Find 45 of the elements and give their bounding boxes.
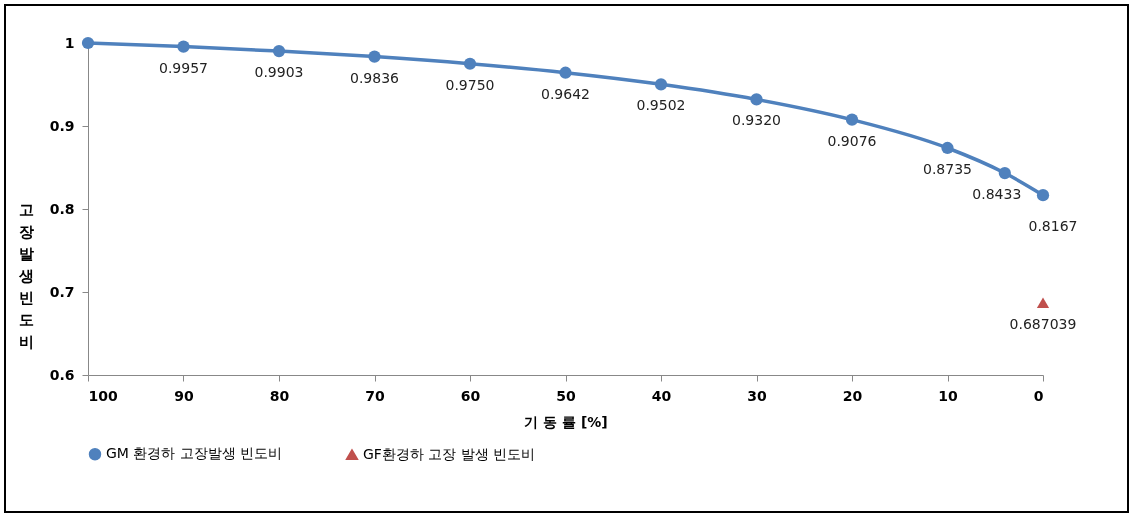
y-axis-title: 고장 발생 빈도비 xyxy=(18,200,34,351)
x-tick-label: 40 xyxy=(651,387,672,404)
point xyxy=(845,113,859,126)
x-axis-title: 기 동 률 [%] xyxy=(524,413,608,430)
x-tick-label: 10 xyxy=(938,387,958,404)
y-tick-label: 0.9 xyxy=(49,117,75,134)
point xyxy=(368,50,381,63)
x-tick-label: 100 xyxy=(88,387,118,404)
x-tick-label: 90 xyxy=(174,387,194,404)
legend-label: GM 환경하 고장발생 빈도비 xyxy=(106,445,283,462)
data-label: 0.9957 xyxy=(159,59,208,76)
point xyxy=(1036,189,1050,202)
data-label: 0.8433 xyxy=(972,186,1022,203)
y-tick-label: 1 xyxy=(64,34,75,51)
legend-label: GF환경하 고장 발생 빈도비 xyxy=(363,445,536,462)
x-tick-label: 50 xyxy=(556,387,576,404)
point xyxy=(272,44,286,58)
data-label: 0.8167 xyxy=(1028,218,1078,235)
point xyxy=(177,40,190,53)
point xyxy=(941,141,954,155)
data-label: 0.9836 xyxy=(350,69,400,86)
data-label: 0.9502 xyxy=(636,97,686,114)
point xyxy=(750,93,763,106)
y-tick-label: 0.6 xyxy=(49,366,75,383)
data-label: 0.687039 xyxy=(1009,315,1077,332)
point xyxy=(81,36,95,50)
x-tick-label: 80 xyxy=(269,387,290,404)
data-label: 0.9076 xyxy=(827,132,877,149)
point xyxy=(559,66,572,79)
x-tick-label: 20 xyxy=(842,387,863,404)
data-label: 0.9320 xyxy=(732,112,781,129)
point xyxy=(654,78,668,91)
point xyxy=(463,57,477,70)
x-tick-label: 70 xyxy=(365,387,385,404)
x-tick-label: 30 xyxy=(747,387,767,404)
data-label: 0.8735 xyxy=(923,160,972,177)
y-tick-label: 0.8 xyxy=(49,200,75,217)
x-tick-label: 60 xyxy=(460,387,481,404)
x-tick-label: 0 xyxy=(1033,387,1044,404)
y-tick-label: 0.7 xyxy=(49,283,75,300)
point xyxy=(1036,297,1050,309)
data-label: 0.9750 xyxy=(445,76,495,93)
data-label: 0.9642 xyxy=(541,85,590,102)
point xyxy=(998,166,1011,180)
data-label: 0.9903 xyxy=(254,64,304,81)
